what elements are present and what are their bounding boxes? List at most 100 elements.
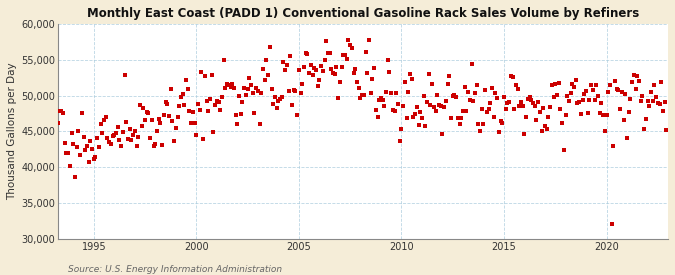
- Point: [162, 102, 173, 106]
- Point: [492, 95, 503, 100]
- Point: [400, 80, 410, 84]
- Point: [535, 110, 545, 114]
- Point: [326, 67, 337, 71]
- Point: [119, 73, 130, 78]
- Point: [369, 66, 379, 70]
- Point: [608, 144, 619, 148]
- Point: [141, 109, 152, 114]
- Point: [442, 82, 453, 86]
- Point: [594, 111, 605, 116]
- Point: [437, 131, 448, 136]
- Point: [176, 95, 186, 99]
- Point: [297, 82, 308, 87]
- Point: [281, 62, 292, 67]
- Point: [506, 74, 516, 78]
- Point: [169, 139, 180, 143]
- Point: [220, 86, 231, 90]
- Point: [593, 94, 603, 98]
- Point: [350, 67, 360, 72]
- Point: [57, 111, 68, 115]
- Point: [317, 69, 328, 73]
- Point: [92, 135, 103, 140]
- Point: [130, 129, 140, 133]
- Point: [531, 118, 542, 122]
- Point: [342, 57, 352, 61]
- Point: [365, 91, 376, 95]
- Point: [194, 108, 205, 112]
- Point: [477, 107, 487, 111]
- Point: [298, 65, 309, 69]
- Point: [313, 84, 323, 89]
- Point: [386, 91, 397, 95]
- Point: [215, 108, 225, 112]
- Point: [321, 39, 331, 43]
- Point: [502, 101, 513, 105]
- Point: [356, 93, 367, 97]
- Point: [310, 68, 321, 72]
- Point: [639, 127, 649, 132]
- Point: [411, 104, 422, 109]
- Point: [227, 82, 238, 86]
- Point: [94, 145, 105, 150]
- Point: [528, 101, 539, 105]
- Point: [485, 101, 495, 106]
- Point: [603, 90, 614, 94]
- Point: [221, 81, 232, 86]
- Point: [75, 153, 86, 157]
- Point: [95, 122, 106, 126]
- Point: [117, 130, 128, 134]
- Point: [389, 109, 400, 113]
- Point: [49, 140, 60, 144]
- Point: [124, 127, 135, 132]
- Point: [242, 87, 253, 91]
- Point: [234, 94, 244, 99]
- Point: [217, 95, 227, 99]
- Point: [196, 70, 207, 74]
- Point: [131, 144, 142, 148]
- Point: [126, 138, 137, 142]
- Point: [246, 82, 256, 87]
- Point: [464, 98, 475, 103]
- Point: [606, 222, 617, 227]
- Point: [478, 122, 489, 126]
- Point: [80, 148, 90, 152]
- Point: [364, 38, 375, 42]
- Point: [514, 104, 524, 108]
- Point: [189, 121, 200, 125]
- Point: [230, 113, 241, 117]
- Point: [396, 127, 407, 131]
- Point: [78, 135, 89, 139]
- Point: [56, 109, 67, 113]
- Point: [446, 116, 456, 121]
- Point: [574, 100, 585, 104]
- Point: [82, 144, 92, 148]
- Point: [635, 98, 646, 103]
- Point: [519, 132, 530, 136]
- Point: [236, 112, 246, 116]
- Point: [360, 50, 371, 54]
- Point: [468, 98, 479, 103]
- Point: [403, 90, 414, 94]
- Point: [620, 92, 630, 97]
- Point: [188, 110, 198, 114]
- Y-axis label: Thousand Gallons per Day: Thousand Gallons per Day: [7, 62, 17, 200]
- Point: [218, 58, 229, 62]
- Point: [111, 131, 122, 136]
- Point: [393, 102, 404, 106]
- Point: [432, 93, 443, 97]
- Point: [239, 86, 250, 90]
- Point: [86, 147, 97, 151]
- Point: [276, 95, 287, 99]
- Point: [589, 98, 600, 102]
- Point: [458, 109, 468, 113]
- Point: [418, 94, 429, 98]
- Point: [551, 93, 562, 97]
- Title: Monthly East Coast (PADD 1) Conventional Gasoline Rack Sales Volume by Refiners: Monthly East Coast (PADD 1) Conventional…: [87, 7, 639, 20]
- Point: [85, 138, 96, 143]
- Point: [541, 127, 552, 131]
- Point: [59, 141, 70, 146]
- Point: [462, 89, 473, 94]
- Point: [570, 78, 581, 83]
- Point: [266, 86, 277, 91]
- Point: [319, 58, 330, 62]
